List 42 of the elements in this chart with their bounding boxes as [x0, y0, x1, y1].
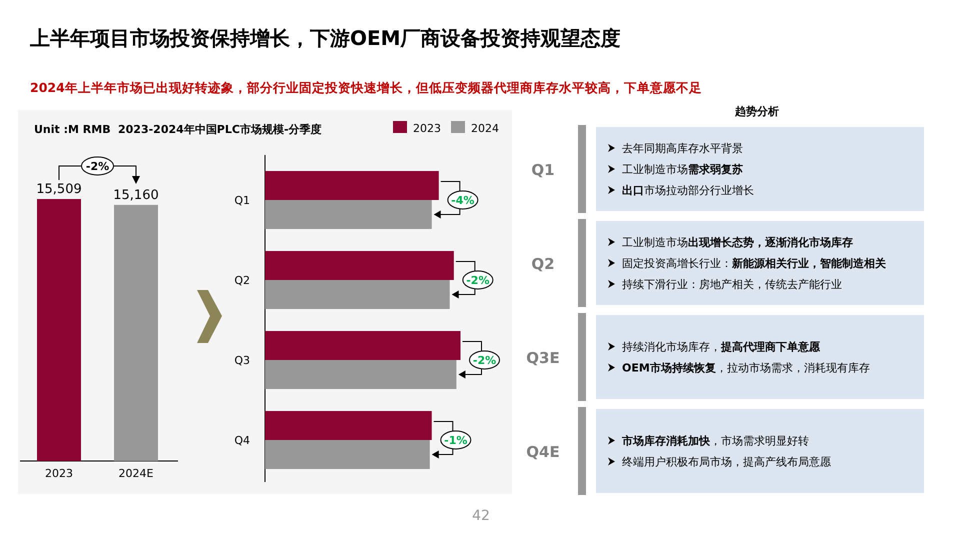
text: -2% [472, 354, 496, 367]
text: 上半年项目市场投资保持增长，下游OEM厂商设备投资持观望态度 [29, 26, 621, 50]
text: 去年同期高库存水平背景 [622, 142, 743, 155]
bar [265, 171, 439, 200]
bar [265, 331, 460, 360]
bar [265, 280, 450, 309]
legend-label: 2024 [471, 122, 499, 135]
x-tick-label: 2024E [118, 467, 154, 480]
y-tick-label: Q1 [234, 194, 250, 207]
bar [265, 251, 454, 280]
category-label: Q4E [526, 443, 560, 461]
text: 工业制造市场出现增长态势，逐渐消化市场库存 [622, 236, 853, 249]
text: -2% [86, 160, 110, 173]
text: OEM市场持续恢复，拉动市场需求，消耗现有库存 [622, 362, 870, 374]
category-label: Q1 [531, 161, 555, 179]
y-tick-label: Q2 [234, 274, 250, 287]
bar [265, 440, 430, 469]
text: 市场库存消耗加快，市场需求明显好转 [621, 434, 809, 448]
text: 出口市场拉动部分行业增长 [622, 184, 754, 197]
text: 42 [472, 508, 490, 524]
data-label: 15,160 [113, 188, 159, 203]
annotation: -4% [451, 194, 474, 207]
legend-label: 2023 [413, 122, 441, 135]
category-label: Q3E [526, 349, 560, 367]
bar [265, 360, 456, 389]
text: 趋势分析 [734, 105, 779, 118]
text: 持续消化市场库存，提高代理商下单意愿 [622, 340, 821, 354]
y-tick-label: Q4 [234, 434, 250, 447]
text: 2024年上半年市场已出现好转迹象，部分行业固定投资快速增长，但低压变频器代理商库存水平较高，下单意愿不足 [30, 80, 702, 95]
category-label: Q2 [531, 255, 555, 273]
annotation: -1% [444, 434, 468, 447]
text: -2% [466, 274, 490, 287]
data-label: 15,509 [36, 182, 82, 197]
text: Unit :M RMB [34, 123, 111, 136]
text: 终端用户积极布局市场，提高产线布局意愿 [622, 456, 831, 468]
chart-title: 2023-2024年中国PLC市场规模-分季度 [118, 123, 322, 136]
bar [265, 200, 432, 229]
text: 持续下滑行业：房地产相关，传统去产能行业 [622, 278, 842, 291]
text: 固定投资高增长行业：新能源相关行业，智能制造相关 [622, 257, 887, 270]
y-tick-label: Q3 [234, 354, 250, 367]
text: 工业制造市场需求弱复苏 [622, 163, 743, 176]
bar [265, 411, 432, 440]
